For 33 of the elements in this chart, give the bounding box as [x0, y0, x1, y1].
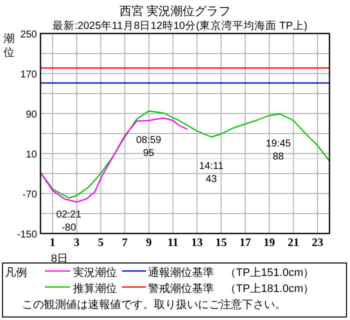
x-tick-label: 9: [146, 237, 152, 249]
x-tick-label: 13: [191, 237, 204, 249]
y-tick-label: 250: [20, 30, 38, 40]
y-tick-label: -70: [22, 190, 38, 200]
x-tick-label: 21: [288, 237, 300, 249]
chart-title: 西宮 実況潮位グラフ: [119, 4, 231, 18]
legend-label: 通報潮位基準 （TP上151.0cm）: [148, 266, 314, 279]
y-axis-title: 潮位: [4, 32, 14, 59]
y-tick-label: -150: [16, 230, 38, 240]
annotation: 14:11 43: [199, 161, 224, 185]
y-tick-label: 170: [20, 70, 38, 80]
x-tick-label: 1: [50, 237, 56, 249]
x-tick-label: 23: [312, 237, 324, 249]
annotation: 08:59 95: [136, 135, 162, 159]
legend-title: 凡例: [5, 267, 27, 279]
line-series: [40, 117, 188, 203]
line-series: [40, 110, 330, 199]
x-tick-label: 3: [74, 237, 80, 249]
x-tick-label: 19: [264, 237, 276, 249]
x-tick-label: 7: [122, 237, 128, 249]
x-tick-label: 17: [239, 237, 252, 249]
x-tick-label: 5: [98, 237, 104, 249]
legend-label: 警戒潮位基準 （TP上181.0cm）: [148, 282, 314, 295]
annotation: 02:21 -80: [56, 210, 82, 234]
legend-label: 実況潮位: [73, 266, 117, 279]
legend-label: 推算潮位: [73, 282, 117, 295]
chart-subtitle: 最新:2025年11月8日12時10分(東京湾平均海面 TP上): [52, 19, 308, 32]
y-tick-label: 10: [26, 150, 38, 160]
x-tick-label: 15: [215, 237, 228, 249]
text: この観測値は速報値です。取り扱いにご注意下さい。: [22, 299, 286, 311]
y-tick-label: 90: [26, 110, 38, 120]
x-tick-label: 11: [168, 237, 179, 249]
annotation: 19:45 88: [266, 138, 292, 162]
